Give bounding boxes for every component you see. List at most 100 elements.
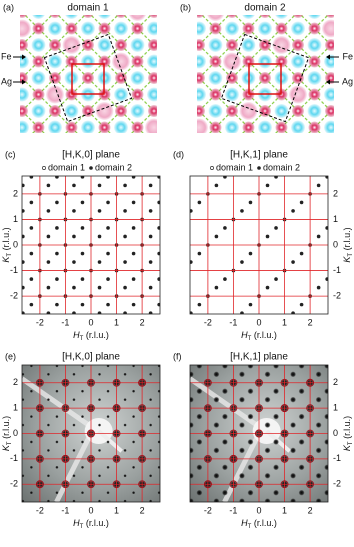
fe-atom <box>308 38 322 52</box>
y-tick-label: 2 <box>13 188 18 198</box>
spot-both <box>98 184 102 188</box>
ag-atom <box>243 23 255 35</box>
bond <box>171 78 188 95</box>
ag-atom <box>148 6 160 18</box>
diffraction-spot <box>72 474 75 477</box>
spot-both <box>291 260 295 264</box>
spot-both <box>317 286 321 290</box>
bond <box>39 144 56 161</box>
spot-both <box>132 277 136 281</box>
fe-atom <box>131 104 145 118</box>
x-tick-label: -1 <box>61 505 69 515</box>
diffraction-spot <box>98 373 101 376</box>
bond <box>348 144 354 161</box>
ag-atom <box>148 105 160 117</box>
diffraction-spot <box>222 490 228 496</box>
ag-atom <box>160 138 172 150</box>
diffraction-spot <box>98 449 101 452</box>
fe-cluster <box>322 20 340 38</box>
axis-label: HT (r.l.u.) <box>241 330 277 341</box>
plot-area <box>189 175 329 315</box>
spot-both <box>72 286 76 290</box>
panel-label: (b) <box>180 2 191 12</box>
ag-atom <box>132 0 144 2</box>
x-tick-label: -1 <box>229 317 237 327</box>
ag-atom <box>148 39 160 51</box>
ag-atom <box>210 122 222 134</box>
fe-atom <box>192 0 206 3</box>
bond <box>0 29 6 46</box>
x-tick-label: -2 <box>36 505 44 515</box>
fe-atom <box>192 154 206 168</box>
x-tick-label: -1 <box>229 505 237 515</box>
x-tick-label: -2 <box>36 317 44 327</box>
panel-label: (d) <box>173 149 184 159</box>
panel-title: [H,K,1] plane <box>230 150 288 161</box>
bond <box>171 161 188 178</box>
diffraction-spot <box>316 397 322 403</box>
spot-both <box>55 175 59 179</box>
panel-title: domain 1 <box>67 3 109 14</box>
diffraction-spot <box>188 498 194 504</box>
ag-atom <box>276 122 288 134</box>
bond <box>121 144 138 161</box>
ag-atom <box>165 89 177 101</box>
diffraction-spot <box>247 439 253 445</box>
fe-atom <box>131 137 145 151</box>
fe-atom <box>341 104 354 118</box>
bond <box>315 0 332 12</box>
fe-atom <box>209 38 223 52</box>
fe-atom <box>258 55 272 69</box>
fe-atom <box>159 55 173 69</box>
diffraction-spot <box>247 363 253 369</box>
fe-atom <box>225 22 239 36</box>
spot-both <box>249 252 253 256</box>
fe-atom <box>164 104 178 118</box>
spot-both <box>223 175 227 179</box>
y-tick-label: 1 <box>13 214 18 224</box>
ag-atom <box>132 155 144 167</box>
spot-both <box>291 209 295 213</box>
bond <box>199 144 216 161</box>
diffraction-spot <box>188 371 194 377</box>
fe-atom <box>275 104 289 118</box>
diffraction-spot <box>273 363 279 369</box>
spot-both <box>21 311 25 315</box>
fe-atom <box>32 104 46 118</box>
bond <box>138 0 155 12</box>
x-tick-label: 0 <box>256 505 261 515</box>
spot-both <box>123 209 127 213</box>
fe-atom <box>180 88 194 102</box>
diffraction-spot <box>47 398 50 401</box>
diffraction-spot <box>299 464 305 470</box>
ag-atom <box>226 39 238 51</box>
fe-atom <box>180 121 194 135</box>
ag-atom <box>132 89 144 101</box>
diffraction-spot <box>239 371 245 377</box>
diffraction-spot <box>196 439 202 445</box>
fe-atom <box>308 5 322 19</box>
spot-both <box>132 252 136 256</box>
y-tick-label: -2 <box>333 479 341 489</box>
bond <box>166 95 183 112</box>
diffraction-spot <box>324 464 330 470</box>
ag-atom <box>99 23 111 35</box>
spot-both <box>266 235 270 239</box>
ag-atom <box>325 105 337 117</box>
spot-both <box>81 226 85 230</box>
x-tick-label: 1 <box>114 505 119 515</box>
ag-atom <box>115 6 127 18</box>
diffraction-spot <box>30 491 33 494</box>
spot-both <box>55 226 59 230</box>
ag-atom <box>132 23 144 35</box>
bond <box>22 0 39 12</box>
diffraction-spot <box>149 373 152 376</box>
fe-cluster <box>174 69 192 87</box>
ag-atom <box>33 56 45 68</box>
spot-both <box>223 277 227 281</box>
bond <box>199 0 216 12</box>
atom-label: Ag <box>342 76 353 86</box>
x-tick-label: 2 <box>308 505 313 515</box>
bond <box>171 62 188 79</box>
bond <box>154 0 171 12</box>
